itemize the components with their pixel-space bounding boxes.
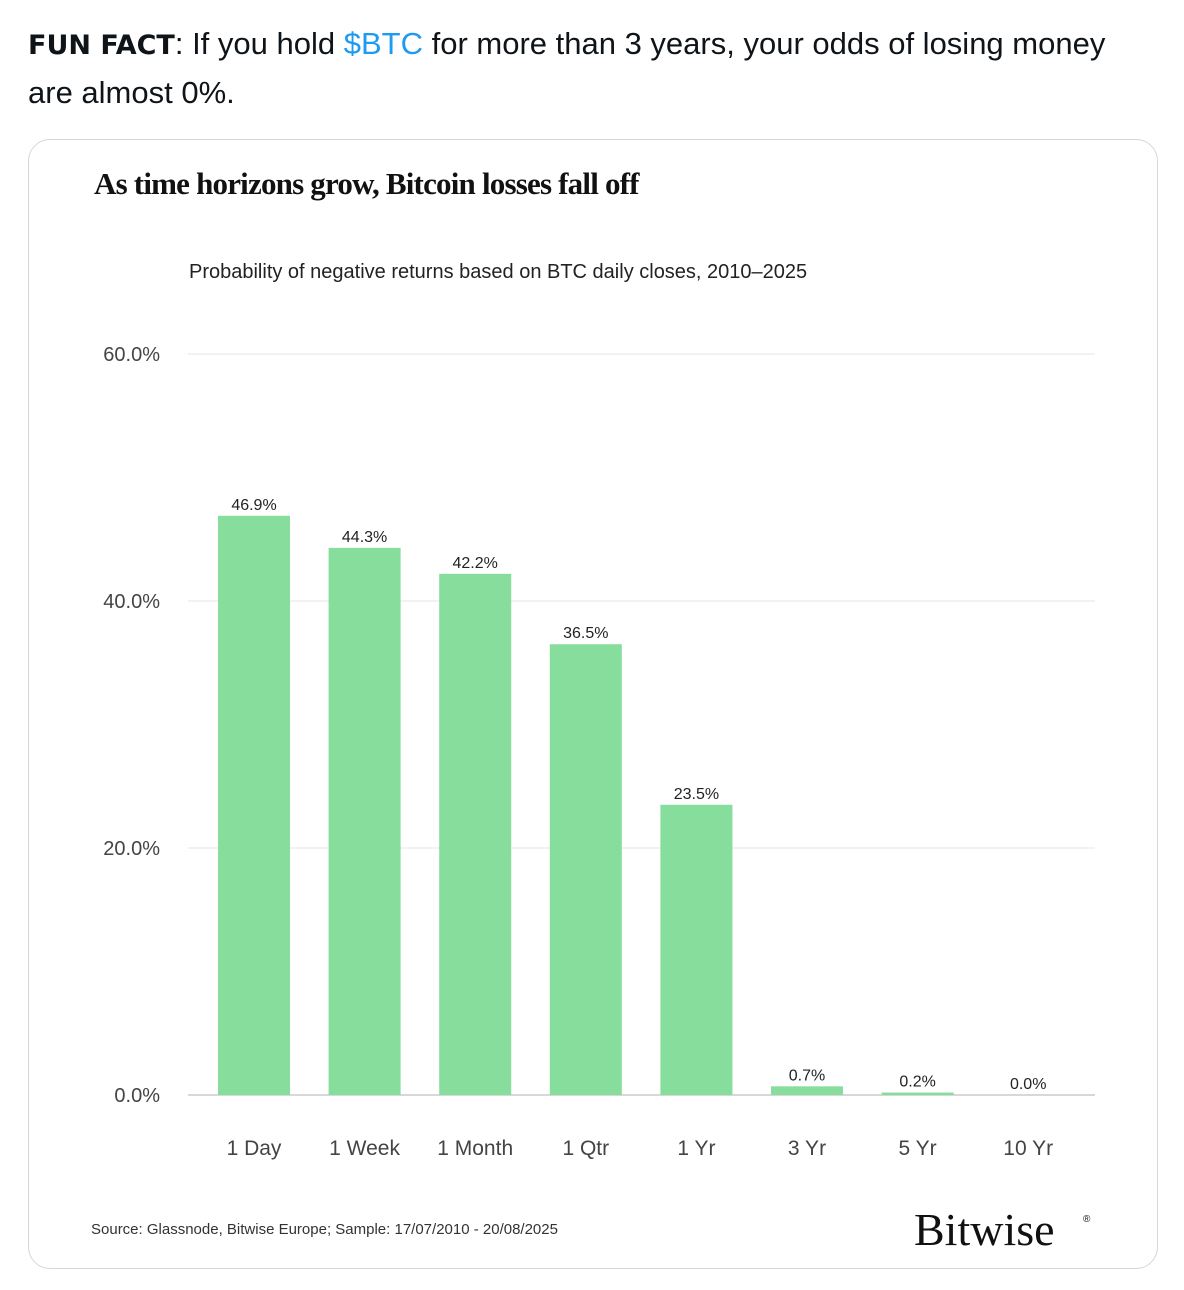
bar <box>218 515 290 1095</box>
chart-image-card[interactable]: As time horizons grow, Bitcoin losses fa… <box>28 139 1158 1269</box>
bitwise-logo: Bitwise <box>914 1204 1055 1255</box>
x-tick-label: 1 Yr <box>677 1137 715 1160</box>
x-tick-label: 1 Day <box>227 1137 282 1160</box>
y-tick-label: 40.0% <box>103 591 160 613</box>
data-label: 46.9% <box>231 497 276 514</box>
data-label: 44.3% <box>342 529 387 546</box>
data-label: 0.0% <box>1010 1076 1046 1093</box>
bar <box>660 804 733 1095</box>
tweet-text: FUN FACT: If you hold $BTC for more than… <box>28 20 1138 116</box>
data-label: 36.5% <box>563 625 608 642</box>
data-label: 42.2% <box>453 555 498 572</box>
x-tick-label: 3 Yr <box>788 1137 826 1160</box>
x-tick-label: 1 Month <box>437 1137 513 1160</box>
bar <box>771 1086 843 1095</box>
x-tick-label: 1 Week <box>329 1137 400 1160</box>
bar <box>549 644 622 1095</box>
chart-subtitle: Probability of negative returns based on… <box>189 261 807 283</box>
x-tick-label: 5 Yr <box>899 1137 937 1160</box>
fun-fact-label: FUN FACT <box>28 30 175 61</box>
tweet-text-part: for more than 3 years, your odds of losi… <box>28 26 1106 110</box>
registered-mark-icon: ® <box>1083 1214 1091 1225</box>
y-tick-label: 20.0% <box>103 838 160 860</box>
x-tick-label: 10 Yr <box>1003 1137 1053 1160</box>
bar-chart: As time horizons grow, Bitcoin losses fa… <box>91 166 1095 1255</box>
bar <box>881 1092 954 1095</box>
x-tick-label: 1 Qtr <box>562 1137 609 1160</box>
tweet-text-part: : If you hold <box>174 26 344 61</box>
data-label: 0.7% <box>789 1067 825 1084</box>
data-label: 0.2% <box>899 1074 935 1091</box>
data-label: 23.5% <box>674 786 719 803</box>
cashtag-link[interactable]: $BTC <box>343 26 423 61</box>
y-tick-label: 60.0% <box>103 344 160 366</box>
bar <box>328 547 401 1095</box>
chart-source: Source: Glassnode, Bitwise Europe; Sampl… <box>91 1221 558 1238</box>
chart-title: As time horizons grow, Bitcoin losses fa… <box>94 166 640 201</box>
y-tick-label: 0.0% <box>114 1085 160 1107</box>
bar <box>439 573 512 1095</box>
